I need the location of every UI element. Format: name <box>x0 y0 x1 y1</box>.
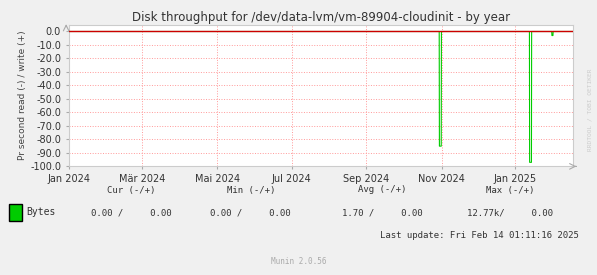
Y-axis label: Pr second read (-) / write (+): Pr second read (-) / write (+) <box>19 31 27 160</box>
Text: 0.00 /     0.00: 0.00 / 0.00 <box>210 209 291 218</box>
Text: 0.00 /     0.00: 0.00 / 0.00 <box>91 209 172 218</box>
Text: RRDTOOL / TOBI OETIKER: RRDTOOL / TOBI OETIKER <box>588 69 593 151</box>
Text: Munin 2.0.56: Munin 2.0.56 <box>271 257 326 266</box>
Text: Max (-/+): Max (-/+) <box>486 186 535 194</box>
Text: Last update: Fri Feb 14 01:11:16 2025: Last update: Fri Feb 14 01:11:16 2025 <box>380 231 579 240</box>
Text: Cur (-/+): Cur (-/+) <box>107 186 156 194</box>
Text: Bytes: Bytes <box>26 207 56 217</box>
Text: 1.70 /     0.00: 1.70 / 0.00 <box>341 209 423 218</box>
Text: Avg (-/+): Avg (-/+) <box>358 186 407 194</box>
Title: Disk throughput for /dev/data-lvm/vm-89904-cloudinit - by year: Disk throughput for /dev/data-lvm/vm-899… <box>132 10 510 24</box>
Text: 12.77k/     0.00: 12.77k/ 0.00 <box>467 209 553 218</box>
Text: Min (-/+): Min (-/+) <box>226 186 275 194</box>
